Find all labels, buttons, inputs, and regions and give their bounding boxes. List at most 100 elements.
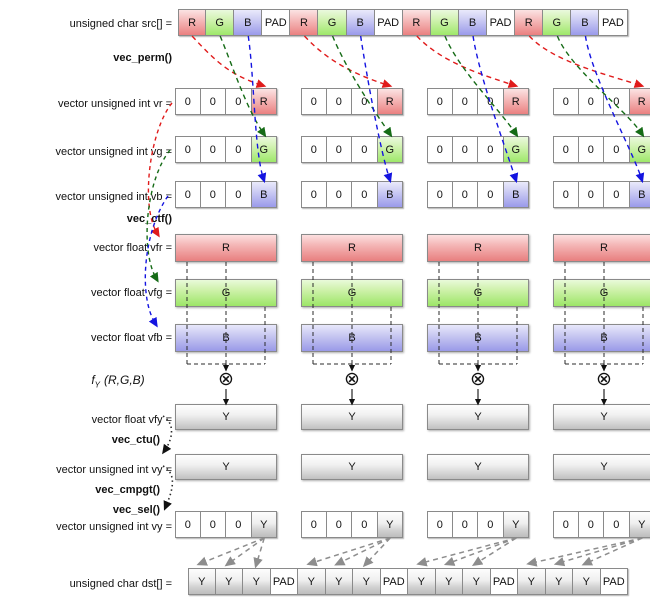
cell: B bbox=[458, 9, 488, 36]
cell: 0 bbox=[175, 511, 201, 538]
cell: R bbox=[402, 9, 431, 36]
cell: PAD bbox=[262, 9, 291, 36]
cell: Y bbox=[518, 568, 546, 595]
wide-box: Y bbox=[553, 454, 650, 480]
cell: 0 bbox=[326, 181, 352, 208]
cell: 0 bbox=[604, 136, 630, 163]
connector bbox=[526, 537, 643, 567]
label-vb: vector unsigned int vb = bbox=[55, 191, 173, 203]
vec-perm-arrows bbox=[191, 35, 645, 184]
cell: G bbox=[430, 9, 459, 36]
cell: PAD bbox=[270, 568, 298, 595]
cell: 0 bbox=[478, 136, 504, 163]
connector bbox=[331, 35, 393, 138]
cell: 0 bbox=[301, 88, 327, 115]
label-vy-second: vector unsigned int vy = bbox=[56, 521, 172, 533]
cell: 0 bbox=[553, 136, 579, 163]
label-vr: vector unsigned int vr = bbox=[57, 98, 172, 110]
connector bbox=[416, 35, 519, 88]
cell: 0 bbox=[301, 136, 327, 163]
label-vfr: vector float vfr = bbox=[93, 242, 172, 254]
circled-times-operator: ⊗ bbox=[218, 369, 234, 390]
cell: 0 bbox=[578, 511, 604, 538]
wide-box: B bbox=[553, 324, 650, 352]
row-src: R G B PAD R G B PAD R G B PAD R G B PAD bbox=[178, 9, 628, 36]
cell: 0 bbox=[452, 88, 478, 115]
cell: 0 bbox=[604, 511, 630, 538]
cell: B bbox=[251, 181, 277, 208]
connector bbox=[162, 415, 173, 455]
cell: B bbox=[503, 181, 529, 208]
label-vfy: vector float vfy = bbox=[91, 414, 172, 426]
cell: PAD bbox=[600, 568, 628, 595]
cell: 0 bbox=[200, 181, 226, 208]
connector bbox=[306, 537, 391, 567]
cell: PAD bbox=[599, 9, 628, 36]
cell: Y bbox=[325, 568, 353, 595]
connector bbox=[219, 35, 267, 138]
cell: Y bbox=[545, 568, 573, 595]
connector bbox=[253, 537, 265, 569]
cell: 0 bbox=[175, 181, 201, 208]
cell: 0 bbox=[553, 511, 579, 538]
connector bbox=[162, 465, 174, 511]
cell: 0 bbox=[553, 88, 579, 115]
cell: 0 bbox=[200, 511, 226, 538]
cell: 0 bbox=[478, 181, 504, 208]
cell: 0 bbox=[452, 181, 478, 208]
connector bbox=[584, 35, 645, 184]
label-vec-sel: vec_sel() bbox=[112, 504, 160, 516]
connector bbox=[443, 537, 517, 566]
cell: Y bbox=[503, 511, 529, 538]
cell: 0 bbox=[452, 511, 478, 538]
cell: B bbox=[571, 9, 600, 36]
connector bbox=[472, 35, 519, 184]
cell: G bbox=[318, 9, 347, 36]
cell: 0 bbox=[427, 136, 453, 163]
cell: Y bbox=[215, 568, 243, 595]
row-dst: Y Y Y PAD Y Y Y PAD Y Y Y PAD Y Y Y PAD bbox=[188, 568, 628, 595]
store-arrows bbox=[196, 537, 643, 569]
label-vfg: vector float vfg = bbox=[90, 287, 172, 299]
cell: Y bbox=[435, 568, 463, 595]
cell: 0 bbox=[352, 136, 378, 163]
cell: B bbox=[234, 9, 263, 36]
cell: R bbox=[377, 88, 403, 115]
fy-input-brackets bbox=[186, 262, 644, 406]
connector bbox=[528, 35, 645, 88]
cell: Y bbox=[188, 568, 216, 595]
cell: PAD bbox=[490, 568, 518, 595]
cell: PAD bbox=[380, 568, 408, 595]
cell: 0 bbox=[200, 136, 226, 163]
cell: 0 bbox=[326, 88, 352, 115]
wide-box: Y bbox=[175, 454, 277, 480]
label-src: unsigned char src[] = bbox=[69, 18, 172, 30]
cell: 0 bbox=[427, 511, 453, 538]
cell: 0 bbox=[326, 511, 352, 538]
connector bbox=[146, 149, 171, 283]
connector bbox=[144, 195, 169, 328]
connector bbox=[224, 537, 265, 567]
cell: Y bbox=[573, 568, 601, 595]
cell: 0 bbox=[175, 136, 201, 163]
cell: B bbox=[346, 9, 375, 36]
cell: Y bbox=[298, 568, 326, 595]
cell: 0 bbox=[427, 88, 453, 115]
cell: 0 bbox=[604, 181, 630, 208]
cell: R bbox=[515, 9, 544, 36]
label-vec-ctu: vec_ctu() bbox=[111, 434, 160, 446]
cell: PAD bbox=[487, 9, 516, 36]
connector bbox=[444, 35, 519, 138]
